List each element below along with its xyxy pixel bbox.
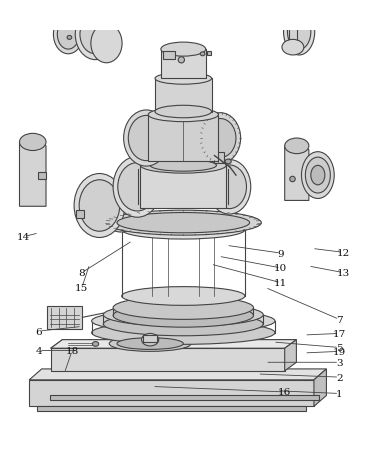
Text: 9: 9: [278, 249, 284, 258]
Text: 6: 6: [36, 327, 42, 336]
Bar: [38, 173, 46, 179]
Ellipse shape: [75, 10, 116, 60]
Text: 7: 7: [336, 315, 342, 324]
Ellipse shape: [287, 14, 311, 51]
Bar: [161, 50, 206, 79]
Ellipse shape: [285, 139, 309, 154]
Bar: [76, 211, 84, 218]
Ellipse shape: [91, 25, 122, 64]
Bar: [207, 52, 211, 56]
Text: 11: 11: [274, 279, 287, 288]
Ellipse shape: [148, 108, 218, 122]
Bar: [155, 79, 211, 112]
Ellipse shape: [128, 116, 164, 161]
Ellipse shape: [117, 213, 250, 233]
Ellipse shape: [282, 40, 304, 56]
Ellipse shape: [122, 287, 245, 306]
Polygon shape: [51, 340, 296, 349]
Ellipse shape: [282, 7, 304, 23]
Bar: [37, 406, 306, 411]
Ellipse shape: [118, 163, 157, 212]
Ellipse shape: [67, 37, 72, 40]
Polygon shape: [29, 380, 314, 406]
Ellipse shape: [103, 313, 263, 336]
Ellipse shape: [200, 53, 205, 57]
Ellipse shape: [20, 134, 46, 151]
Polygon shape: [314, 369, 326, 406]
Bar: [47, 306, 82, 329]
Ellipse shape: [122, 221, 245, 239]
Ellipse shape: [140, 158, 226, 174]
Ellipse shape: [92, 321, 275, 345]
Ellipse shape: [305, 158, 330, 193]
Bar: [289, 17, 297, 48]
Text: 18: 18: [66, 346, 79, 355]
Ellipse shape: [301, 152, 334, 199]
Ellipse shape: [284, 9, 315, 56]
Ellipse shape: [142, 334, 159, 346]
Ellipse shape: [212, 166, 246, 209]
Polygon shape: [285, 340, 296, 371]
Ellipse shape: [113, 296, 254, 320]
Ellipse shape: [92, 309, 275, 333]
Ellipse shape: [290, 177, 295, 182]
Ellipse shape: [57, 20, 79, 50]
Polygon shape: [51, 340, 296, 349]
Ellipse shape: [150, 160, 216, 172]
Bar: [215, 152, 224, 164]
Text: 13: 13: [337, 268, 350, 277]
Text: 2: 2: [336, 373, 342, 382]
Text: 5: 5: [336, 343, 342, 352]
Text: 14: 14: [17, 233, 30, 242]
Ellipse shape: [92, 342, 99, 346]
Ellipse shape: [117, 338, 183, 350]
Bar: [140, 166, 226, 209]
Text: 10: 10: [274, 264, 287, 273]
Ellipse shape: [311, 166, 325, 185]
Text: 3: 3: [336, 358, 342, 367]
Ellipse shape: [155, 74, 211, 85]
Ellipse shape: [53, 16, 83, 55]
Ellipse shape: [80, 16, 111, 55]
Bar: [163, 52, 175, 60]
Polygon shape: [20, 143, 46, 207]
Bar: [109, 9, 117, 44]
Ellipse shape: [178, 58, 184, 64]
Text: 8: 8: [79, 268, 85, 277]
Text: 12: 12: [337, 248, 350, 257]
Ellipse shape: [208, 160, 251, 215]
Ellipse shape: [99, 179, 142, 233]
Ellipse shape: [225, 160, 231, 165]
Text: 15: 15: [75, 283, 89, 292]
Ellipse shape: [74, 174, 125, 238]
Ellipse shape: [205, 119, 236, 158]
Text: 19: 19: [333, 347, 346, 356]
Bar: [143, 335, 157, 342]
Ellipse shape: [109, 336, 191, 352]
Ellipse shape: [105, 211, 261, 235]
Ellipse shape: [161, 43, 206, 57]
Bar: [148, 115, 218, 162]
Polygon shape: [285, 147, 309, 201]
Ellipse shape: [105, 186, 137, 226]
Ellipse shape: [113, 304, 254, 327]
Text: 17: 17: [333, 329, 346, 338]
Text: 1: 1: [336, 389, 342, 398]
Text: 4: 4: [36, 346, 42, 355]
Polygon shape: [29, 369, 326, 380]
Ellipse shape: [103, 304, 263, 327]
Text: 16: 16: [278, 387, 291, 396]
Ellipse shape: [79, 180, 120, 232]
Ellipse shape: [113, 157, 161, 218]
Ellipse shape: [155, 106, 211, 119]
Ellipse shape: [200, 114, 241, 164]
Bar: [50, 396, 319, 400]
Polygon shape: [51, 349, 285, 371]
Ellipse shape: [124, 110, 169, 167]
